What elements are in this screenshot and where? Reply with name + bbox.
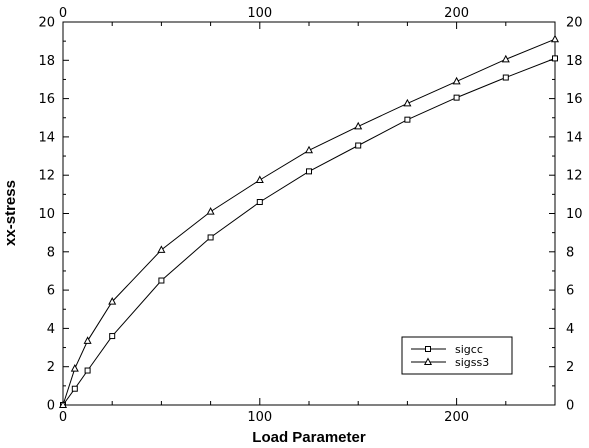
data-point-sigcc: [84, 367, 91, 374]
y-tick-label-left: 8: [47, 245, 55, 260]
y-tick-label-right: 14: [566, 130, 583, 145]
y-tick-label-right: 2: [566, 360, 574, 375]
data-point-sigss3: [354, 121, 363, 130]
y-tick-label-right: 0: [566, 399, 574, 414]
x-tick-label-top: 0: [59, 6, 67, 21]
data-point-sigss3: [108, 297, 117, 305]
data-point-sigss3: [70, 364, 79, 372]
x-tick-label-top: 100: [247, 6, 272, 21]
y-tick-label-right: 10: [566, 207, 583, 222]
y-tick-label-left: 16: [38, 92, 55, 107]
series-sigss3: [58, 34, 560, 408]
y-tick-label-right: 4: [566, 322, 574, 337]
x-tick-label-bottom: 200: [444, 410, 469, 425]
data-point-sigcc: [404, 116, 411, 123]
data-point-sigcc: [502, 74, 509, 81]
x-tick-label-top: 200: [444, 6, 469, 21]
data-point-sigss3: [157, 245, 166, 253]
data-point-sigss3: [58, 400, 68, 408]
legend-box: [401, 336, 513, 375]
data-point-sigss3: [304, 145, 314, 154]
y-tick-label-right: 12: [566, 169, 583, 184]
data-point-sigcc: [552, 55, 558, 62]
x-tick-label-bottom: 0: [59, 410, 67, 425]
y-tick-label-left: 18: [38, 54, 55, 69]
y-tick-label-left: 6: [47, 284, 55, 299]
legend-label-sigcc: sigcc: [455, 343, 483, 356]
y-tick-label-right: 8: [566, 245, 574, 260]
data-point-sigcc: [355, 142, 362, 149]
y-tick-label-right: 18: [566, 54, 583, 69]
data-point-sigcc: [306, 168, 312, 175]
data-point-sigss3: [550, 34, 560, 43]
y-tick-label-left: 0: [47, 399, 55, 414]
data-point-sigcc: [256, 199, 263, 206]
y-tick-label-left: 14: [38, 130, 55, 145]
data-point-sigss3: [403, 98, 412, 107]
data-point-sigcc: [453, 94, 460, 101]
data-point-sigss3: [83, 336, 92, 344]
data-point-sigcc: [71, 385, 78, 392]
data-point-sigcc: [207, 234, 214, 241]
y-tick-label-right: 16: [566, 92, 583, 107]
y-tick-label-left: 4: [47, 322, 55, 337]
y-tick-label-right: 6: [566, 284, 574, 299]
y-tick-label-left: 20: [38, 16, 55, 31]
series-layer: [58, 34, 560, 408]
legend-marker-sigcc: [425, 346, 431, 352]
data-point-sigss3: [206, 207, 215, 215]
y-tick-label-right: 20: [566, 16, 583, 31]
y-tick-label-left: 10: [38, 207, 55, 222]
data-point-sigss3: [501, 54, 510, 63]
x-tick-label-bottom: 100: [247, 410, 272, 425]
data-point-sigcc: [109, 333, 116, 340]
legend-label-sigss3: sigss3: [455, 356, 489, 369]
data-point-sigss3: [255, 175, 264, 183]
y-tick-label-left: 12: [38, 169, 55, 184]
y-tick-label-left: 2: [47, 360, 55, 375]
data-point-sigcc: [158, 277, 165, 284]
x-axis-title: Load Parameter: [252, 429, 366, 446]
legend-marker-sigss3: [423, 357, 433, 365]
y-axis-title: xx-stress: [2, 180, 19, 246]
data-point-sigss3: [452, 76, 461, 85]
